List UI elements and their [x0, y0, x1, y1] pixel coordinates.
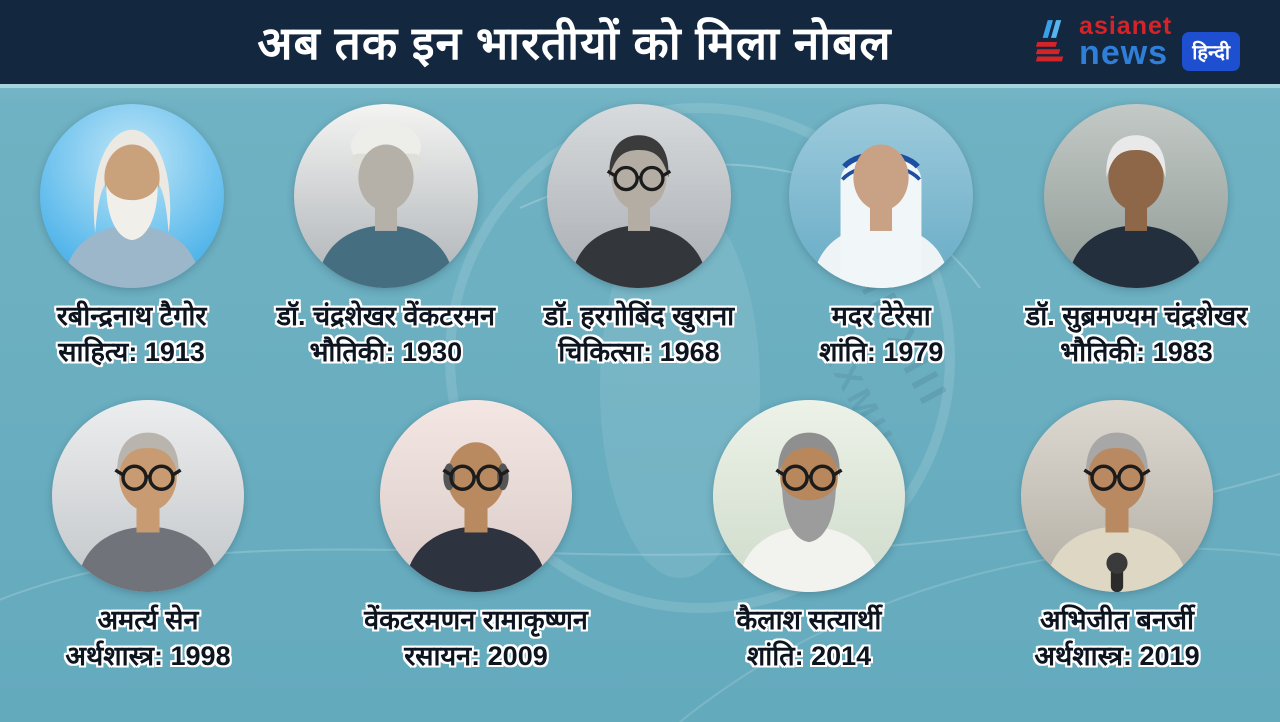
portrait-cv-raman: [293, 104, 478, 288]
portrait-amartya-sen: [52, 400, 244, 592]
portrait-abhijit-banerjee: [1021, 400, 1213, 592]
laureate-name: डॉ. हरगोबिंद खुराना: [543, 301, 735, 331]
portrait-mother-teresa: [789, 104, 974, 288]
laureate-card-mother-teresa: मदर टेरेसा शांति: 1979: [764, 104, 999, 371]
laureate-name: डॉ. सुब्रमण्यम चंद्रशेखर: [1025, 301, 1248, 331]
portrait-photo: [813, 144, 950, 288]
laureate-card-satyarthi: कैलाश सत्यार्थी शांति: 2014: [666, 400, 952, 675]
caption: कैलाश सत्यार्थी शांति: 2014: [737, 602, 882, 675]
caption: मदर टेरेसा शांति: 1979: [819, 298, 943, 371]
portrait-photo: [737, 432, 881, 592]
logo-text-asianet: asianet: [1079, 12, 1173, 41]
portrait-photo: [570, 135, 708, 288]
laureate-card-khorana: डॉ. हरगोबिंद खुराना चिकित्सा: 1968: [514, 104, 763, 371]
caption: डॉ. हरगोबिंद खुराना चिकित्सा: 1968: [544, 298, 734, 371]
asianet-news-logo: asianet news हिन्दी: [1029, 14, 1280, 71]
laureate-award: रसायन: 2009: [404, 641, 548, 672]
header-bar: अब तक इन भारतीयों को मिला नोबल asianet n…: [0, 0, 1280, 88]
laureate-card-amartya-sen: अमर्त्य सेन अर्थशास्त्र: 1998: [10, 400, 286, 675]
portrait-photo: [317, 122, 454, 288]
logo-text-news: news: [1079, 33, 1169, 72]
laureate-award: चिकित्सा: 1968: [558, 337, 720, 368]
laureate-name: वेंकटरमणन रामाकृष्णन: [364, 605, 588, 635]
laureate-name: मदर टेरेसा: [831, 301, 931, 331]
page-title: अब तक इन भारतीयों को मिला नोबल: [257, 17, 892, 69]
portrait-kailash-satyarthi: [713, 400, 905, 592]
laureate-card-ramakrishnan: वेंकटरमणन रामाकृष्णन रसायन: 2009: [298, 400, 654, 675]
caption: अमर्त्य सेन अर्थशास्त्र: 1998: [65, 602, 230, 675]
laureate-award: साहित्य: 1913: [58, 337, 205, 368]
logo-wordmark: asianet news: [1079, 12, 1173, 72]
portrait-subrahmanyan-chandrasekhar: [1044, 104, 1229, 288]
caption: वेंकटरमणन रामाकृष्णन रसायन: 2009: [364, 602, 588, 675]
portrait-photo: [404, 442, 548, 592]
asianet-logo-icon: [1035, 20, 1064, 62]
laureate-award: शांति: 2014: [746, 641, 872, 672]
portrait-photo: [63, 129, 200, 288]
portrait-rabindranath-tagore: [39, 104, 224, 288]
laureate-card-chandrasekhar: डॉ. सुब्रमण्यम चंद्रशेखर भौतिकी: 1983: [999, 104, 1274, 371]
laureates-row-1: रबीन्द्रनाथ टैगोर साहित्य: 1913 ड: [0, 104, 1280, 371]
portrait-photo: [76, 432, 220, 592]
laureate-card-cv-raman: डॉ. चंद्रशेखर वेंकटरमन भौतिकी: 1930: [257, 104, 514, 371]
laureate-award: अर्थशास्त्र: 2019: [1034, 641, 1200, 672]
caption: रबीन्द्रनाथ टैगोर साहित्य: 1913: [57, 298, 207, 371]
caption: डॉ. चंद्रशेखर वेंकटरमन भौतिकी: 1930: [277, 298, 495, 371]
laureate-name: अमर्त्य सेन: [97, 605, 199, 635]
laureate-name: डॉ. चंद्रशेखर वेंकटरमन: [276, 301, 496, 331]
caption: अभिजीत बनर्जी अर्थशास्त्र: 2019: [1034, 602, 1199, 675]
caption: डॉ. सुब्रमण्यम चंद्रशेखर भौतिकी: 1983: [1026, 298, 1247, 371]
laureate-award: भौतिकी: 1983: [1060, 337, 1213, 368]
laureate-card-tagore: रबीन्द्रनाथ टैगोर साहित्य: 1913: [6, 104, 257, 371]
portrait-photo: [1045, 432, 1189, 592]
laureate-card-banerjee: अभिजीत बनर्जी अर्थशास्त्र: 2019: [964, 400, 1270, 675]
portrait-hargobind-khorana: [547, 104, 731, 288]
laureate-award: शांति: 1979: [819, 337, 944, 368]
portrait-venkatraman-ramakrishnan: [380, 400, 572, 592]
portrait-photo: [1068, 135, 1205, 288]
laureate-award: अर्थशास्त्र: 1998: [65, 641, 231, 672]
laureates-row-2: अमर्त्य सेन अर्थशास्त्र: 1998 वें: [0, 400, 1280, 675]
laureate-name: अभिजीत बनर्जी: [1040, 605, 1194, 635]
laureate-name: कैलाश सत्यार्थी: [736, 605, 882, 635]
laureate-award: भौतिकी: 1930: [309, 337, 463, 368]
laureate-name: रबीन्द्रनाथ टैगोर: [56, 301, 207, 331]
logo-language-badge: हिन्दी: [1182, 31, 1240, 71]
